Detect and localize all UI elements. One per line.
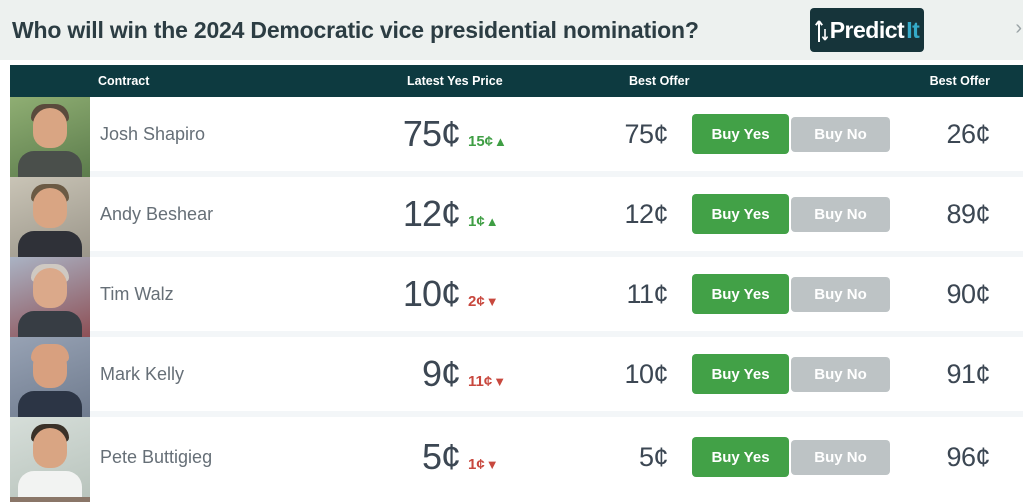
latest-yes-price-group: 5¢ 1¢▼ [330,436,550,478]
logo-text-predict: Predict [829,16,905,43]
candidate-name: Pete Buttigieg [100,446,213,467]
latest-yes-price-group: 10¢ 2¢▼ [330,273,550,315]
column-header-best-offer-no: Best Offer [929,74,990,88]
buy-no-button[interactable]: Buy No [791,196,890,232]
latest-yes-price-group: 75¢ 15¢▲ [330,113,550,155]
latest-yes-price: 9¢ [421,353,461,394]
best-offer-no-price: 89¢ [946,198,990,229]
up-down-arrows-icon [814,20,828,42]
price-change-value: 15¢ [468,133,494,150]
logo-text-it: It [906,16,920,43]
contract-row-content: Mark Kelly 9¢ 11¢▼ 10¢ Buy Yes Buy No 91… [90,337,1023,417]
best-offer-no-price: 26¢ [946,118,990,149]
best-offer-no-price: 90¢ [946,278,990,309]
price-change: 1¢▲ [460,213,550,230]
contract-row: Andy Beshear 12¢ 1¢▲ 12¢ Buy Yes Buy No … [10,177,1023,257]
next-candidate-photo-partial [10,497,90,502]
candidate-photo [10,337,90,417]
contract-row-content: Josh Shapiro 75¢ 15¢▲ 75¢ Buy Yes Buy No… [90,97,1023,177]
price-change-value: 1¢ [468,456,485,473]
buy-yes-button[interactable]: Buy Yes [692,114,789,154]
price-change-arrow-icon: ▼ [485,294,499,309]
buy-no-button[interactable]: Buy No [791,356,890,392]
photo-head-shape [33,268,67,308]
price-change-value: 11¢ [468,373,493,390]
candidate-photo [10,97,90,177]
photo-head-shape [33,348,67,388]
column-header-best-offer-yes: Best Offer [629,74,690,88]
best-offer-yes-price: 5¢ [638,441,669,472]
buy-no-button[interactable]: Buy No [791,439,890,475]
photo-torso-shape [18,151,82,177]
photo-torso-shape [18,391,82,417]
price-change: 15¢▲ [460,133,550,150]
latest-yes-price-group: 9¢ 11¢▼ [330,353,550,395]
column-header-contract: Contract [98,74,150,88]
price-change: 2¢▼ [460,293,550,310]
photo-head-shape [33,188,67,228]
photo-torso-shape [18,471,82,497]
price-change: 11¢▼ [460,373,550,390]
contract-row: Tim Walz 10¢ 2¢▼ 11¢ Buy Yes Buy No 90¢ [10,257,1023,337]
predictit-logo[interactable]: Predict It [810,8,924,52]
price-change-value: 1¢ [468,213,485,230]
column-header-latest-yes-price: Latest Yes Price [407,74,503,88]
candidate-photo [10,417,90,497]
photo-torso-shape [18,311,82,337]
price-change-arrow-icon: ▼ [493,374,507,389]
best-offer-no-price: 96¢ [946,441,990,472]
candidate-name: Andy Beshear [100,203,214,224]
chevron-right-icon[interactable]: › [1015,17,1022,39]
buy-yes-button[interactable]: Buy Yes [692,194,789,234]
best-offer-yes-price: 11¢ [626,278,668,309]
latest-yes-price: 10¢ [402,273,461,314]
latest-yes-price-group: 12¢ 1¢▲ [330,193,550,235]
candidate-photo [10,257,90,337]
candidate-photo [10,177,90,257]
contract-row-content: Tim Walz 10¢ 2¢▼ 11¢ Buy Yes Buy No 90¢ [90,257,1023,337]
latest-yes-price: 75¢ [402,113,461,154]
candidate-name: Mark Kelly [100,363,185,384]
buy-no-button[interactable]: Buy No [791,116,890,152]
best-offer-yes-price: 75¢ [624,118,668,149]
best-offer-no-price: 91¢ [946,358,990,389]
contract-row-content: Pete Buttigieg 5¢ 1¢▼ 5¢ Buy Yes Buy No … [90,417,1023,497]
best-offer-yes-price: 12¢ [624,198,668,229]
photo-head-shape [33,428,67,468]
price-change-value: 2¢ [468,293,485,310]
price-change-arrow-icon: ▼ [485,457,499,472]
contract-row: Pete Buttigieg 5¢ 1¢▼ 5¢ Buy Yes Buy No … [10,417,1023,497]
candidate-name: Josh Shapiro [100,123,206,144]
market-title: Who will win the 2024 Democratic vice pr… [12,16,699,43]
latest-yes-price: 5¢ [421,436,461,477]
price-change-arrow-icon: ▲ [494,134,507,149]
buy-no-button[interactable]: Buy No [791,276,890,312]
contract-row: Josh Shapiro 75¢ 15¢▲ 75¢ Buy Yes Buy No… [10,97,1023,177]
photo-head-shape [33,108,67,148]
contract-row: Mark Kelly 9¢ 11¢▼ 10¢ Buy Yes Buy No 91… [10,337,1023,417]
photo-torso-shape [18,231,82,257]
buy-yes-button[interactable]: Buy Yes [692,274,789,314]
table-header: Contract Latest Yes Price Best Offer Bes… [10,65,1023,97]
buy-yes-button[interactable]: Buy Yes [692,437,789,477]
contract-row-content: Andy Beshear 12¢ 1¢▲ 12¢ Buy Yes Buy No … [90,177,1023,257]
buy-yes-button[interactable]: Buy Yes [692,354,789,394]
price-change: 1¢▼ [460,456,550,473]
latest-yes-price: 12¢ [402,193,461,234]
candidate-name: Tim Walz [100,283,174,304]
best-offer-yes-price: 10¢ [624,358,668,389]
contracts-table: Josh Shapiro 75¢ 15¢▲ 75¢ Buy Yes Buy No… [10,97,1023,497]
price-change-arrow-icon: ▲ [485,214,499,229]
